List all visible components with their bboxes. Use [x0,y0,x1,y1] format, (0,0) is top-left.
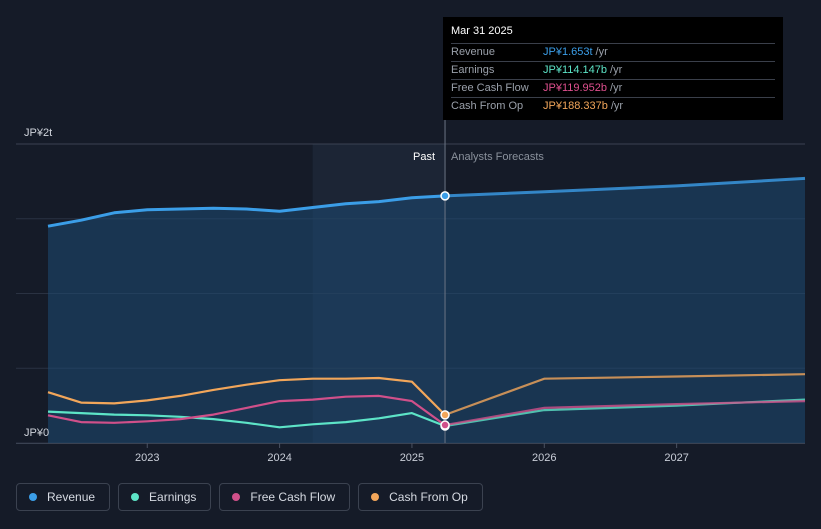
y-axis-top-label: JP¥2t [24,127,52,139]
tooltip: Mar 31 2025 Revenue JP¥1.653t /yr Earnin… [443,17,783,120]
free-cash-flow-line-past [47,394,446,426]
legend-dot-icon [131,493,140,501]
tooltip-row-cash-from-op: Cash From Op JP¥188.337b /yr [451,97,775,115]
tooltip-unit: /yr [610,82,623,94]
legend-label: Free Cash Flow [250,490,336,504]
tooltip-label: Revenue [451,46,496,58]
x-tick-label: 2025 [400,452,424,464]
tooltip-value: JP¥114.147b [543,64,608,76]
tooltip-label: Free Cash Flow [451,82,529,94]
legend-label: Cash From Op [389,490,468,504]
revenue-line-forecast [444,176,806,198]
tooltip-date: Mar 31 2025 [451,25,513,37]
legend-item-free-cash-flow[interactable]: Free Cash Flow [219,483,351,511]
tooltip-value: JP¥1.653t [543,46,593,58]
line-layer [47,176,806,429]
marker-layer [440,191,450,431]
tooltip-unit: /yr [595,46,608,58]
tooltip-row-revenue: Revenue JP¥1.653t /yr [451,43,775,61]
legend-item-earnings[interactable]: Earnings [118,483,212,511]
revenue-marker [440,191,450,201]
legend-dot-icon [29,493,37,501]
free-cash-flow-line-forecast [444,400,806,427]
tooltip-unit: /yr [610,100,624,112]
x-tick-label: 2026 [532,452,556,464]
legend-item-cash-from-op[interactable]: Cash From Op [358,483,483,511]
forecast-label: Analysts Forecasts [451,151,544,163]
tooltip-unit: /yr [610,64,623,76]
tooltip-label: Earnings [451,64,495,76]
tooltip-value: JP¥119.952b [543,82,608,94]
earnings-line-past [47,410,446,429]
cash-from-op-line-forecast [444,373,806,416]
cash-from-op-marker [440,410,450,420]
legend-dot-icon [371,493,380,501]
free-cash-flow-marker [440,420,450,430]
revenue-line-past [47,194,446,228]
tooltip-row-earnings: Earnings JP¥114.147b /yr [451,61,775,79]
past-label: Past [413,151,435,163]
legend-label: Revenue [47,490,96,504]
x-tick-label: 2027 [664,452,688,464]
x-tick-label: 2024 [267,452,291,464]
axis-layer: 2023 2024 2025 2026 2027 [16,443,805,464]
legend: Revenue Earnings Free Cash Flow Cash Fro… [16,483,483,511]
cash-from-op-line-past [47,376,446,416]
legend-label: Earnings [149,490,197,504]
legend-dot-icon [232,493,241,501]
y-axis-bottom-label: JP¥0 [24,427,49,439]
tooltip-label: Cash From Op [451,100,524,112]
x-tick-label: 2023 [135,452,159,464]
legend-item-revenue[interactable]: Revenue [16,483,111,511]
tooltip-value: JP¥188.337b [543,100,608,112]
tooltip-row-free-cash-flow: Free Cash Flow JP¥119.952b /yr [451,79,775,97]
